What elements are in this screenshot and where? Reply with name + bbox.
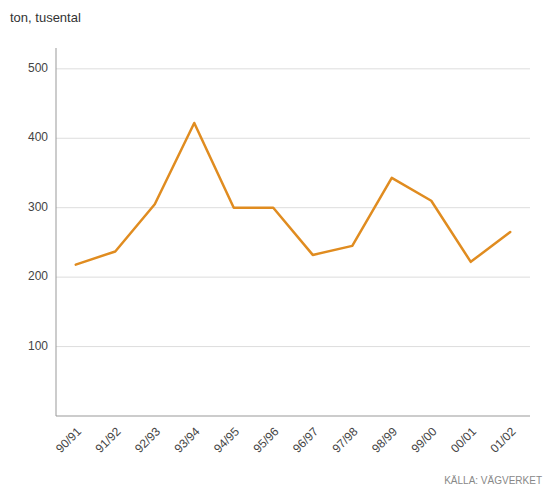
x-tick-label: 94/95 [211, 424, 242, 455]
x-tick-label: 90/91 [53, 424, 84, 455]
x-tick-label: 91/92 [92, 424, 123, 455]
x-tick-label: 00/01 [448, 424, 479, 455]
x-tick-label: 97/98 [329, 424, 360, 455]
grid-line [56, 68, 530, 69]
x-tick-label: 95/96 [250, 424, 281, 455]
x-axis-line [56, 416, 530, 417]
y-grid [56, 69, 530, 347]
chart-svg: 100 200 300 400 500 90/91 91/92 92/93 93/94 94/95… [0, 0, 552, 494]
x-tick-label: 96/97 [290, 424, 321, 455]
y-axis-label: ton, tusental [10, 10, 81, 25]
y-tick-label: 400 [28, 130, 48, 144]
y-tick-label: 300 [28, 200, 48, 214]
x-tick-label: 99/00 [408, 424, 439, 455]
plot-area [76, 123, 511, 265]
y-tick-label: 500 [28, 61, 48, 75]
grid-line [56, 207, 530, 208]
y-axis-line [56, 48, 57, 416]
data-line [76, 123, 511, 265]
y-tick-label: 200 [28, 269, 48, 283]
x-tick-label: 01/02 [487, 424, 518, 455]
grid-line [56, 138, 530, 139]
x-tick-label: 93/94 [171, 424, 202, 455]
source-annotation: KÄLLA: VÄGVERKET [444, 475, 542, 486]
chart-container: 100 200 300 400 500 90/91 91/92 92/93 93/94 94/95… [0, 0, 552, 494]
grid-line [56, 277, 530, 278]
x-tick-label: 98/99 [369, 424, 400, 455]
y-tick-label: 100 [28, 339, 48, 353]
grid-line [56, 346, 530, 347]
x-tick-label: 92/93 [132, 424, 163, 455]
